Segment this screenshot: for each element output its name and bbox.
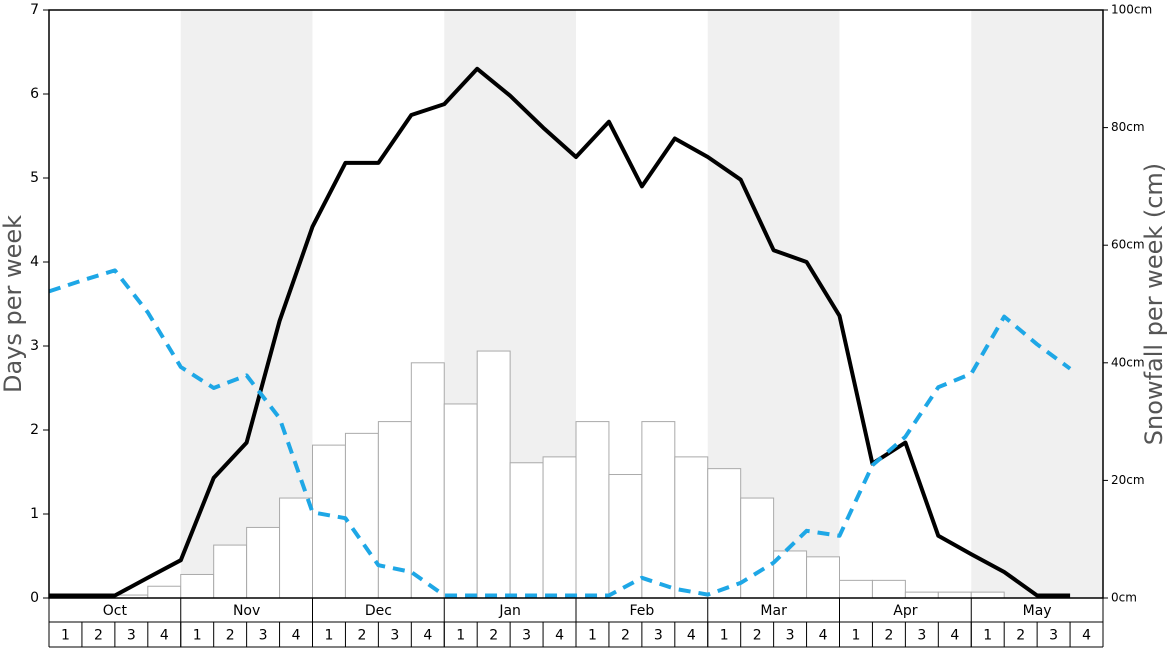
y-axis-label: Days per week [0, 215, 27, 393]
month-label: Nov [233, 603, 260, 619]
x-tick-label: 2 [357, 628, 366, 644]
x-tick-label: 2 [489, 628, 498, 644]
x-tick-label: 1 [193, 628, 202, 644]
month-label: Dec [365, 603, 392, 619]
bar [740, 497, 775, 599]
x-tick-label: 3 [259, 628, 268, 644]
x-tick-label: 1 [456, 628, 465, 644]
x-tick-label: 1 [852, 628, 861, 644]
bar [773, 550, 808, 599]
x-tick-label: 2 [226, 628, 235, 644]
y2-tick-label: 20cm [1111, 473, 1145, 487]
x-tick-label: 2 [753, 628, 762, 644]
x-tick-label: 4 [555, 628, 564, 644]
bar [575, 421, 610, 599]
bar [542, 456, 577, 599]
month-label: Jan [498, 603, 521, 619]
bar [871, 579, 906, 599]
bar [839, 579, 873, 599]
x-tick-label: 1 [588, 628, 597, 644]
y2-tick-label: 40cm [1111, 355, 1145, 369]
x-tick-label: 4 [292, 628, 301, 644]
bar [674, 456, 709, 599]
x-tick-label: 1 [983, 628, 992, 644]
y-tick-label: 6 [30, 86, 39, 102]
x-tick-label: 4 [423, 628, 432, 644]
bar [377, 421, 412, 599]
bar [410, 362, 445, 599]
x-tick-label: 2 [94, 628, 103, 644]
x-tick-label: 4 [950, 628, 959, 644]
y-tick-label: 0 [30, 590, 39, 606]
bar [147, 585, 182, 599]
x-tick-label: 4 [687, 628, 696, 644]
bar [806, 556, 840, 599]
bar [476, 350, 511, 599]
x-tick-label: 1 [720, 628, 729, 644]
month-label: Feb [629, 603, 654, 619]
line-series [48, 268, 1072, 598]
x-tick-label: 3 [917, 628, 926, 644]
y-tick-label: 7 [30, 2, 39, 18]
y-tick-label: 3 [30, 338, 39, 354]
bar [904, 591, 939, 599]
bar [509, 462, 544, 599]
bar [180, 573, 215, 599]
y-tick-label: 4 [30, 254, 39, 270]
x-tick-label: 2 [621, 628, 630, 644]
y2-tick-label: 80cm [1111, 120, 1145, 134]
y-tick-label: 1 [30, 506, 39, 522]
y2-tick-label: 60cm [1111, 238, 1145, 252]
line-series [49, 66, 1071, 598]
bar [707, 468, 742, 599]
x-tick-label: 3 [654, 628, 663, 644]
x-tick-label: 3 [390, 628, 399, 644]
bar [641, 421, 676, 599]
y-tick-label: 2 [30, 422, 39, 438]
x-tick-label: 2 [884, 628, 893, 644]
bar [443, 403, 478, 599]
x-tick-label: 3 [127, 628, 136, 644]
bar [246, 526, 281, 599]
y2-tick-label: 100cm [1111, 3, 1152, 17]
x-tick-label: 2 [1016, 628, 1025, 644]
bar [213, 544, 248, 599]
y-tick-label: 5 [30, 170, 39, 186]
bar [970, 591, 1005, 599]
bar [937, 591, 972, 599]
x-tick-label: 1 [61, 628, 70, 644]
x-tick-label: 4 [1082, 628, 1091, 644]
x-tick-label: 1 [325, 628, 334, 644]
bar [312, 444, 346, 599]
x-tick-label: 4 [160, 628, 169, 644]
month-label: Mar [760, 603, 787, 619]
y2-tick-label: 0cm [1111, 591, 1137, 605]
x-tick-label: 4 [819, 628, 828, 644]
month-label: May [1023, 603, 1052, 619]
month-band [971, 10, 1103, 598]
x-tick-label: 3 [1049, 628, 1058, 644]
bar [608, 474, 643, 599]
x-tick-label: 3 [522, 628, 531, 644]
x-tick-label: 3 [786, 628, 795, 644]
bar [344, 432, 379, 599]
month-label: Apr [893, 603, 917, 619]
month-label: Oct [103, 603, 128, 619]
bar [279, 497, 313, 599]
y2-axis-label: Snowfall per week (cm) [1140, 163, 1168, 445]
